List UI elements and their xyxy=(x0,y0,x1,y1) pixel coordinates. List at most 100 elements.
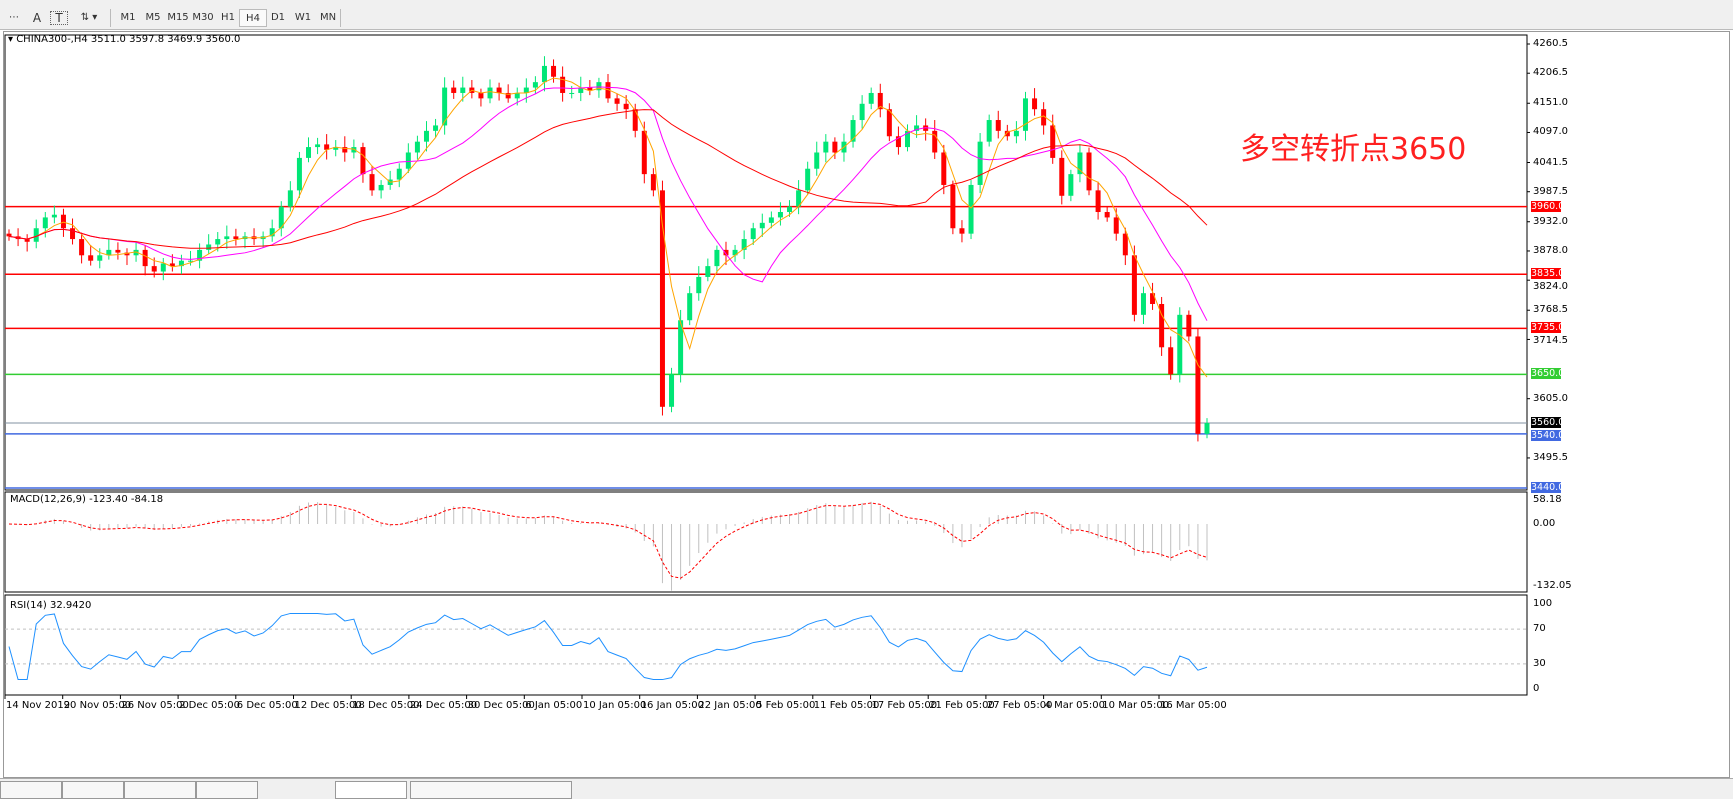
time-label: 22 Jan 05:00 xyxy=(698,700,762,711)
macd-tick-label: -132.05 xyxy=(1533,580,1572,591)
rsi-tick-label: 70 xyxy=(1533,623,1546,634)
chart-tab[interactable] xyxy=(62,781,124,799)
text-tool-button[interactable]: A xyxy=(32,11,42,25)
time-label: 5 Feb 05:00 xyxy=(756,700,816,711)
bear-candle xyxy=(605,82,611,99)
bull-candle xyxy=(224,236,230,240)
price-tick-label: 4260.5 xyxy=(1533,38,1568,49)
bull-candle xyxy=(333,147,339,150)
timeframe-m5[interactable]: M5 xyxy=(145,12,161,23)
timeframe-mn[interactable]: MN xyxy=(319,12,337,23)
price-tick-label: 3932.0 xyxy=(1533,215,1568,227)
bull-candle xyxy=(823,141,829,153)
bull-candle xyxy=(315,144,321,148)
bull-candle xyxy=(541,65,547,83)
bull-candle xyxy=(378,184,384,191)
bear-candle xyxy=(151,266,157,272)
bull-candle xyxy=(188,260,194,262)
timeframe-d1[interactable]: D1 xyxy=(270,12,286,23)
chart-legend: ▾ CHINA300-,H4 3511.0 3597.8 3469.9 3560… xyxy=(8,34,241,45)
chart-toolbar: ⋯ A T ⇅ ▾ M1 M5 M15 M30 H1 H4 D1 W1 MN xyxy=(0,7,1733,30)
bear-candle xyxy=(623,103,629,110)
bear-candle xyxy=(1131,255,1137,315)
bear-candle xyxy=(959,228,965,234)
timeframe-w1[interactable]: W1 xyxy=(294,12,312,23)
bear-candle xyxy=(478,92,484,99)
level-tag[interactable]: 3735.0 xyxy=(1531,322,1565,334)
bull-candle xyxy=(405,152,411,169)
bull-candle xyxy=(968,184,974,234)
chart-tab[interactable] xyxy=(124,781,196,799)
ma-fast-line xyxy=(8,77,1208,378)
bull-candle xyxy=(768,217,774,223)
price-tick-label: 3878.0 xyxy=(1533,244,1568,256)
timeframe-m1[interactable]: M1 xyxy=(120,12,136,23)
chart-window[interactable] xyxy=(3,31,1730,778)
bull-candle xyxy=(278,206,284,229)
bull-candle xyxy=(714,249,720,267)
rsi-label: RSI(14) 32.9420 xyxy=(10,600,92,611)
ma-slow-line xyxy=(8,109,1208,249)
bear-candle xyxy=(895,136,901,148)
grid-menu-icon[interactable]: ⋯ xyxy=(9,12,19,23)
arrows-icon[interactable]: ⇅ ▾ xyxy=(80,12,98,23)
bear-candle xyxy=(932,130,938,153)
bull-candle xyxy=(269,228,275,237)
level-tag[interactable]: 3560.0 xyxy=(1531,417,1565,429)
bull-candle xyxy=(33,228,39,242)
bear-candle xyxy=(941,152,947,185)
level-tag[interactable]: 3835.0 xyxy=(1531,268,1565,280)
chart-tab[interactable] xyxy=(410,781,572,799)
level-tag[interactable]: 3960.0 xyxy=(1531,200,1565,212)
timeframe-h1[interactable]: H1 xyxy=(221,12,235,23)
time-label: 12 Dec 05:00 xyxy=(294,700,362,711)
time-label: 26 Nov 05:00 xyxy=(121,700,189,711)
bear-candle xyxy=(641,130,647,175)
time-label: 16 Jan 05:00 xyxy=(640,700,705,711)
timeframe-h4[interactable]: H4 xyxy=(239,9,267,27)
level-tag[interactable]: 3540.0 xyxy=(1531,430,1565,442)
level-tag[interactable]: 3440.0 xyxy=(1531,481,1565,493)
macd-tick-label: 58.18 xyxy=(1533,494,1562,505)
bull-candle xyxy=(814,152,820,169)
text-label-tool-button[interactable]: T xyxy=(50,11,68,25)
annotation-text[interactable]: 多空转折点3650 xyxy=(1240,132,1467,167)
chart-tab[interactable] xyxy=(196,781,258,799)
bear-candle xyxy=(88,255,94,261)
bull-candle xyxy=(523,87,529,93)
ma-mid-line xyxy=(8,86,1208,321)
price-pane xyxy=(4,34,1528,491)
bear-candle xyxy=(79,239,85,256)
chart-tab-active[interactable] xyxy=(335,781,407,799)
rsi-line xyxy=(8,612,1208,681)
bull-candle xyxy=(787,206,793,213)
timeframe-m15[interactable]: M15 xyxy=(167,12,189,23)
bear-candle xyxy=(124,252,130,256)
level-tag[interactable]: 3650.0 xyxy=(1531,368,1565,380)
time-label: 16 Mar 05:00 xyxy=(1160,700,1227,711)
bear-candle xyxy=(142,249,148,267)
chart-tabs-bar xyxy=(0,778,1733,799)
bull-candle xyxy=(1204,423,1210,434)
bear-candle xyxy=(950,184,956,229)
bear-candle xyxy=(1122,233,1128,256)
bear-candle xyxy=(1086,152,1092,191)
bear-candle xyxy=(360,147,366,175)
chart-tab[interactable] xyxy=(0,781,62,799)
bull-candle xyxy=(460,87,466,93)
bull-candle xyxy=(97,255,103,261)
price-tick-label: 3605.0 xyxy=(1533,392,1568,404)
bull-candle xyxy=(514,92,520,99)
timeframe-m30[interactable]: M30 xyxy=(192,12,214,23)
bull-candle xyxy=(868,92,874,104)
bull-candle xyxy=(805,168,811,191)
price-tick-label: 4151.0 xyxy=(1533,97,1568,109)
bull-candle xyxy=(487,87,493,99)
price-tick-label: 4041.5 xyxy=(1533,156,1568,168)
bull-candle xyxy=(197,249,203,261)
bear-candle xyxy=(169,263,175,267)
bull-candle xyxy=(741,239,747,250)
bull-candle xyxy=(1013,130,1019,137)
bear-candle xyxy=(369,174,375,191)
